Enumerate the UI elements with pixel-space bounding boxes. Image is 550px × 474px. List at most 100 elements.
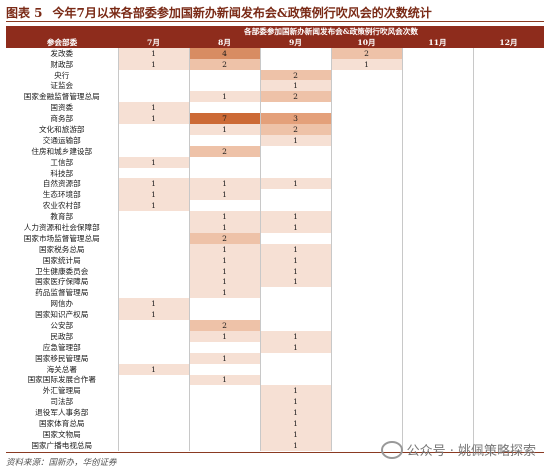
count-cell — [330, 124, 402, 135]
month-header: 12月 — [473, 36, 545, 48]
count-cell — [330, 145, 402, 157]
count-cell — [472, 47, 545, 59]
table-header-row: 参会部委 7月 8月 9月 10月 11月 12月 — [6, 36, 545, 48]
count-cell — [117, 320, 189, 331]
count-cell: 2 — [259, 91, 331, 103]
table-row: 文化和旅游部 1 2 — [6, 124, 545, 135]
count-cell — [259, 287, 331, 299]
count-cell — [401, 439, 473, 451]
count-cell — [401, 243, 473, 255]
count-cell — [401, 287, 473, 299]
figure-title-text: 今年7月以来各部委参加国新办新闻发布会&政策例行吹风会的次数统计 — [52, 6, 432, 20]
count-cell — [330, 276, 402, 288]
count-cell — [401, 80, 473, 92]
watermark: 公众号 · 姚佩策略探索 — [380, 440, 536, 459]
dept-cell: 国家市场监督管理总局 — [23, 233, 100, 243]
dept-cell: 财政部 — [50, 59, 74, 69]
count-cell — [330, 287, 402, 299]
table-title: 各部委参加国新办新闻发布会&政策例行吹风会次数 — [118, 26, 545, 37]
count-cell: 1 — [188, 330, 260, 342]
count-cell: 1 — [188, 222, 260, 233]
count-cell — [259, 58, 331, 70]
dept-cell: 国家医疗保障局 — [35, 277, 89, 287]
count-cell: 1 — [259, 330, 331, 342]
count-cell — [188, 167, 260, 179]
count-cell: 2 — [259, 124, 331, 135]
count-cell — [117, 374, 189, 386]
count-cell — [401, 254, 473, 266]
count-cell — [330, 222, 402, 233]
count-cell — [330, 418, 402, 429]
count-cell — [188, 385, 260, 397]
count-cell — [472, 243, 545, 255]
count-cell — [330, 134, 402, 146]
count-cell — [472, 298, 545, 310]
count-cell: 2 — [259, 69, 331, 81]
count-cell — [117, 91, 189, 103]
count-cell — [259, 102, 331, 114]
count-cell — [472, 320, 545, 331]
count-cell — [472, 91, 545, 103]
month-header: 11月 — [402, 36, 473, 48]
count-cell — [401, 156, 473, 168]
dept-cell: 国家税务总局 — [38, 244, 85, 254]
count-cell: 1 — [117, 309, 189, 321]
count-cell — [472, 156, 545, 168]
count-cell — [330, 407, 402, 419]
count-cell: 1 — [117, 178, 189, 190]
count-cell: 4 — [188, 47, 260, 59]
table-row: 司法部 1 — [6, 396, 545, 408]
dept-cell: 国家知识产权局 — [35, 310, 89, 320]
count-cell: 1 — [259, 222, 331, 233]
count-cell: 1 — [259, 439, 331, 451]
table-row: 外汇管理局 1 — [6, 385, 545, 397]
count-cell — [401, 309, 473, 321]
count-cell — [472, 102, 545, 114]
count-cell — [259, 374, 331, 386]
count-cell — [259, 47, 331, 59]
count-cell — [401, 428, 473, 440]
count-cell — [330, 309, 402, 321]
count-cell: 1 — [117, 113, 189, 125]
count-cell — [472, 200, 545, 212]
count-cell — [188, 298, 260, 310]
count-cell — [472, 222, 545, 233]
count-cell — [401, 211, 473, 223]
dept-cell: 国家文物局 — [42, 429, 81, 439]
count-cell — [472, 211, 545, 223]
dept-cell: 生态环境部 — [42, 190, 81, 200]
count-cell — [330, 363, 402, 375]
table-row: 住房和城乡建设部 2 — [6, 145, 545, 157]
count-cell: 1 — [117, 363, 189, 375]
count-cell — [401, 200, 473, 212]
count-cell — [401, 145, 473, 157]
count-cell — [330, 374, 402, 386]
count-cell — [401, 113, 473, 125]
count-cell — [472, 363, 545, 375]
count-cell: 1 — [188, 265, 260, 277]
count-cell — [188, 309, 260, 321]
count-cell: 1 — [259, 428, 331, 440]
dept-cell: 农业农村部 — [42, 201, 81, 211]
count-cell — [472, 352, 545, 364]
dept-cell: 司法部 — [50, 397, 74, 407]
count-cell — [259, 298, 331, 310]
count-cell — [259, 352, 331, 364]
dept-cell: 公安部 — [50, 320, 74, 330]
count-cell: 2 — [188, 232, 260, 244]
table-row: 国家移民管理局 1 — [6, 352, 545, 364]
count-cell — [188, 363, 260, 375]
count-cell — [188, 439, 260, 451]
count-cell — [401, 320, 473, 331]
count-cell — [472, 265, 545, 277]
count-cell — [188, 407, 260, 419]
count-cell — [330, 200, 402, 212]
count-cell: 3 — [259, 113, 331, 125]
count-cell: 1 — [188, 352, 260, 364]
count-cell — [259, 200, 331, 212]
source-note: 资料来源：国新办，华创证券 — [6, 458, 117, 468]
count-cell — [401, 222, 473, 233]
count-cell — [472, 178, 545, 190]
count-cell — [117, 439, 189, 451]
table-body: 发改委 1 4 2 财政部 1 2 1 央行 2 证监会 1 国家金融监督管理总局 1 2 国资委 1 商务部 1 7… — [6, 47, 545, 451]
